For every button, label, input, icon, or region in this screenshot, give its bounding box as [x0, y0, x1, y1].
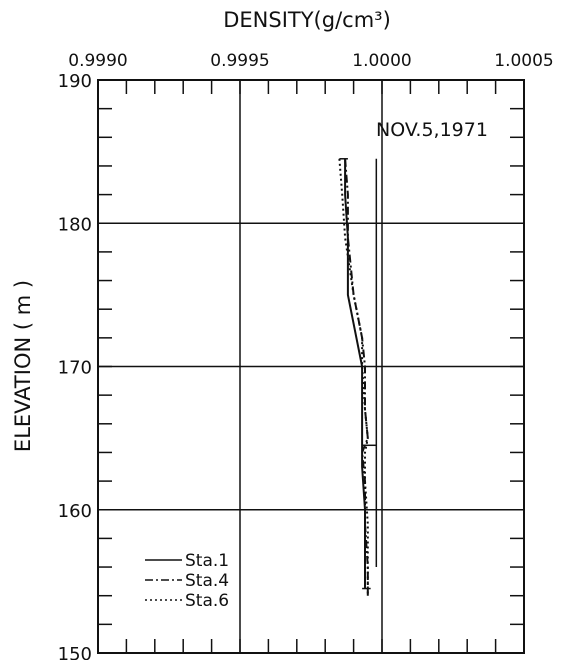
x-axis-title: DENSITY(g/cm³): [223, 8, 391, 32]
legend-label-sta4: Sta.4: [185, 571, 229, 591]
series-line-sta4: [344, 158, 369, 596]
tick-labels: 0.9990 0.9995 1.0000 1.0005 190 180 170 160 150: [58, 51, 554, 660]
grid-lines: [97, 79, 525, 654]
plot-frame: [97, 79, 525, 654]
y-tick-label: 160: [58, 501, 92, 522]
x-tick-label: 0.9990: [68, 51, 127, 71]
y-axis-title: ELEVATION ( m ): [11, 280, 35, 452]
x-tick-label: 1.0005: [494, 51, 553, 71]
legend-label-sta1: Sta.1: [185, 551, 229, 571]
chart-title: NOV.5,1971: [376, 119, 488, 141]
x-tick-label: 0.9995: [210, 51, 269, 71]
y-tick-label: 180: [58, 214, 92, 235]
y-tick-label: 190: [58, 71, 92, 92]
series-lines: [338, 158, 369, 596]
axis-ticks: [97, 79, 525, 654]
y-tick-label: 150: [58, 644, 92, 660]
legend: Sta.1 Sta.4 Sta.6: [145, 551, 229, 611]
x-tick-label: 1.0000: [352, 51, 411, 71]
legend-label-sta6: Sta.6: [185, 591, 229, 611]
y-tick-label: 170: [58, 358, 92, 379]
series-line-sta6: [338, 158, 369, 596]
